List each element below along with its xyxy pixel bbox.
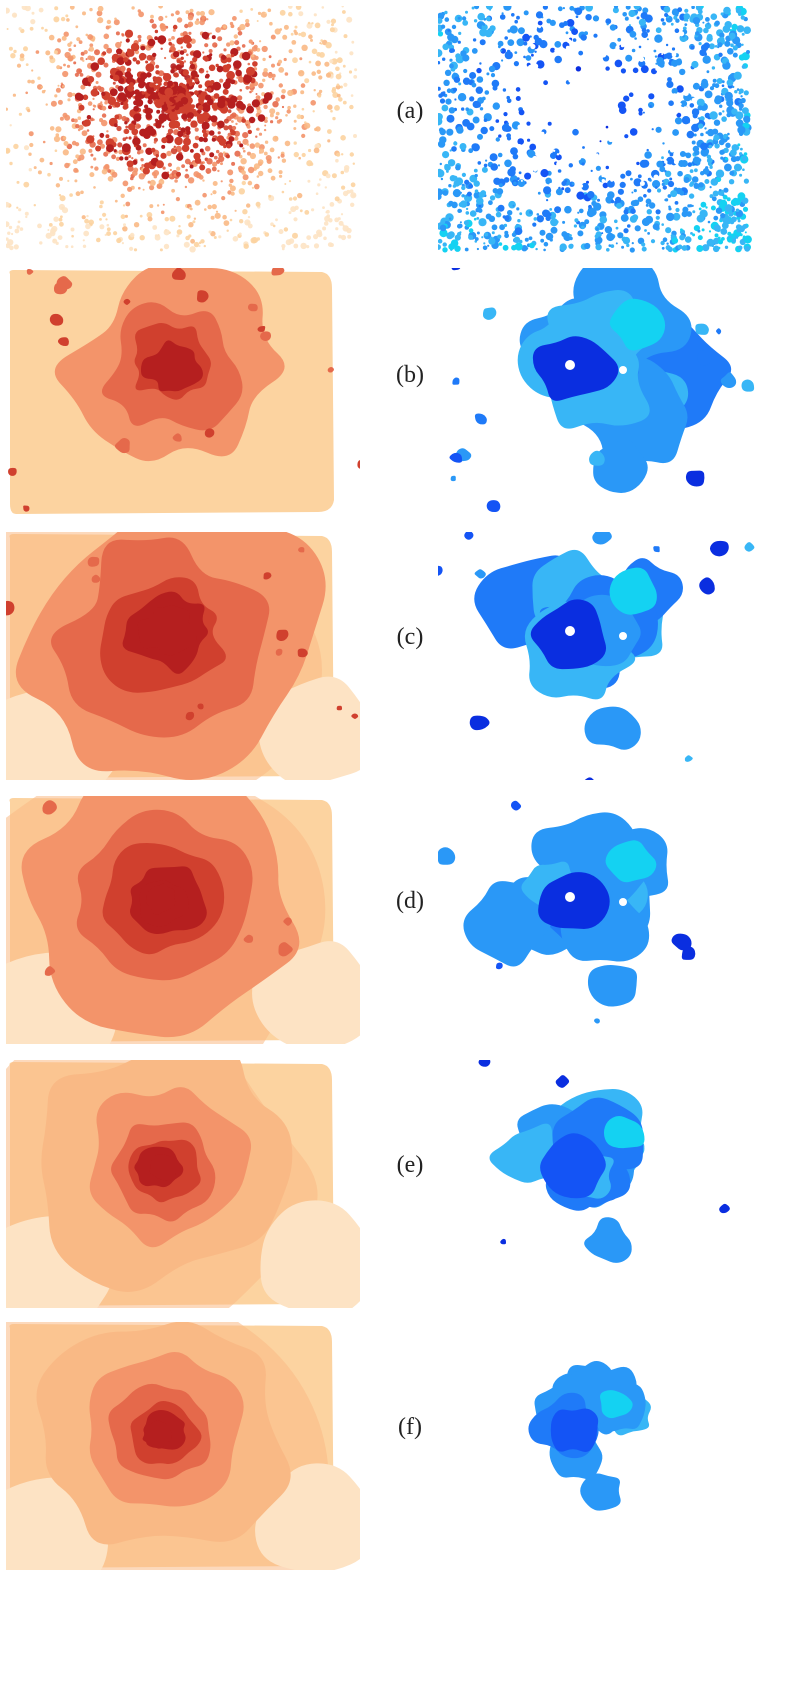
cluster-map-cool-svg — [478, 1060, 730, 1263]
panel-label: (b) — [396, 362, 424, 388]
cluster-map-cool — [438, 1322, 793, 1570]
density-map-warm — [6, 268, 360, 516]
cluster-map-cool — [438, 1060, 793, 1308]
cluster-map-cool — [438, 796, 793, 1044]
density-map-warm-svg — [6, 1322, 360, 1570]
panel-row: (d) — [0, 796, 793, 1044]
panel-row: (f) — [0, 1322, 793, 1570]
cluster-map-cool-svg — [438, 532, 755, 780]
density-map-warm — [6, 6, 360, 254]
panel-label: (e) — [396, 1152, 424, 1178]
cluster-map-cool-svg — [449, 268, 755, 513]
cluster-map-cool — [438, 268, 793, 516]
density-map-warm-svg — [6, 796, 360, 1044]
density-map-warm — [6, 796, 360, 1044]
panel-label: (f) — [398, 1414, 422, 1440]
cluster-map-cool-svg — [438, 800, 696, 1024]
cluster-map-cool-svg — [438, 6, 752, 253]
cluster-map-cool — [438, 532, 793, 780]
panel-label: (c) — [396, 624, 424, 650]
density-map-warm-svg — [8, 268, 360, 514]
density-map-warm — [6, 1060, 360, 1308]
density-map-warm-svg — [6, 1060, 360, 1308]
cluster-map-cool-svg — [528, 1360, 651, 1511]
density-map-warm-svg — [6, 532, 360, 780]
density-map-warm — [6, 532, 360, 780]
panel-row: (e) — [0, 1060, 793, 1308]
panel-row: (c) — [0, 532, 793, 780]
panel-row: (a) — [0, 6, 793, 254]
cluster-map-cool — [438, 6, 793, 254]
panel-label: (a) — [396, 98, 424, 124]
panel-row: (b) — [0, 268, 793, 516]
density-map-warm — [6, 1322, 360, 1570]
density-map-warm-svg — [6, 6, 358, 253]
panel-label: (d) — [396, 888, 424, 914]
